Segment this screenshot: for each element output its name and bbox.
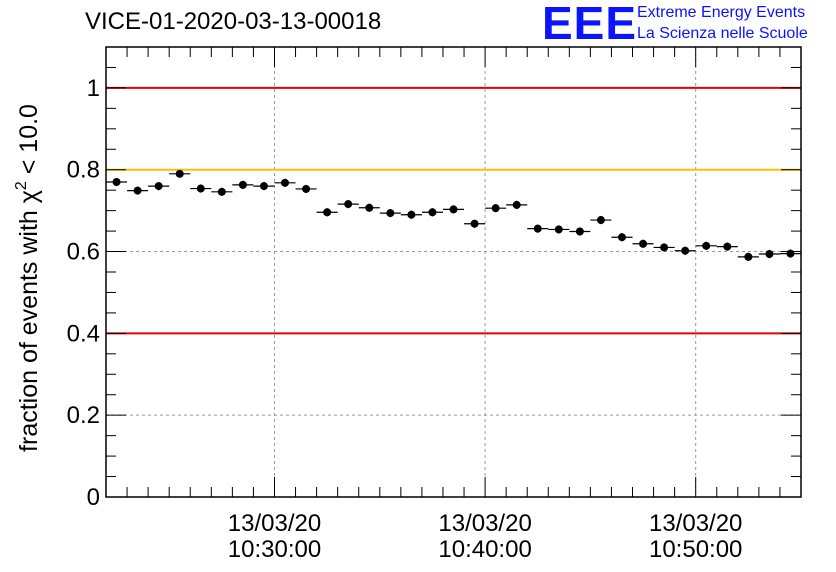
data-point (639, 239, 648, 248)
data-point (407, 210, 416, 219)
data-point (554, 225, 563, 234)
data-point (386, 209, 395, 218)
y-axis-title-suffix: < 10.0 (15, 104, 43, 181)
data-point (365, 203, 374, 212)
y-tick-label: 0.6 (67, 239, 100, 266)
data-point (175, 169, 184, 178)
x-tick-label-time: 10:30:00 (228, 536, 321, 563)
y-tick-label: 0.2 (67, 402, 100, 429)
data-point (786, 249, 795, 258)
data-point (596, 216, 605, 225)
x-tick-label-time: 10:40:00 (438, 536, 531, 563)
data-point (449, 205, 458, 214)
data-point (617, 233, 626, 242)
data-point (217, 187, 226, 196)
data-point (323, 208, 332, 217)
y-axis-title-prefix: fraction of events with χ (15, 190, 43, 452)
y-tick-label: 0.8 (67, 157, 100, 184)
y-axis-title: fraction of events with χ2 < 10.0 (13, 104, 43, 452)
logo-mark: EEE (542, 0, 638, 49)
data-point (428, 208, 437, 217)
chart-title: VICE-01-2020-03-13-00018 (85, 8, 382, 35)
data-point (238, 180, 247, 189)
data-point (281, 178, 290, 187)
y-tick-label: 1 (87, 75, 100, 102)
x-tick-label-date: 13/03/20 (438, 510, 531, 537)
data-point (344, 200, 353, 209)
y-axis-title-superscript: 2 (13, 181, 30, 190)
data-point (702, 241, 711, 250)
data-point (723, 242, 732, 251)
data-point (112, 178, 121, 186)
x-tick-label-date: 13/03/20 (228, 510, 321, 537)
x-tick-label-time: 10:50:00 (649, 536, 742, 563)
y-tick-label: 0.4 (67, 320, 100, 347)
logo-line-2: La Scienza nelle Scuole (637, 25, 808, 42)
data-point (533, 224, 542, 233)
data-point (660, 243, 669, 252)
plot-frame (105, 46, 802, 498)
logo-line-1: Extreme Energy Events (637, 4, 806, 21)
data-point (154, 182, 163, 191)
data-point (259, 182, 268, 191)
data-point (302, 184, 311, 193)
data-point (133, 186, 142, 195)
data-point (491, 204, 500, 213)
data-point (575, 227, 584, 236)
data-point (470, 219, 479, 228)
data-point (196, 184, 205, 193)
data-point (512, 200, 521, 209)
data-point (681, 246, 690, 255)
x-tick-label-date: 13/03/20 (649, 510, 742, 537)
data-point (765, 250, 774, 258)
data-point (744, 252, 753, 261)
y-tick-label: 0 (87, 484, 100, 511)
eee-logo: EEE Extreme Energy Events La Scienza nel… (542, 0, 832, 49)
